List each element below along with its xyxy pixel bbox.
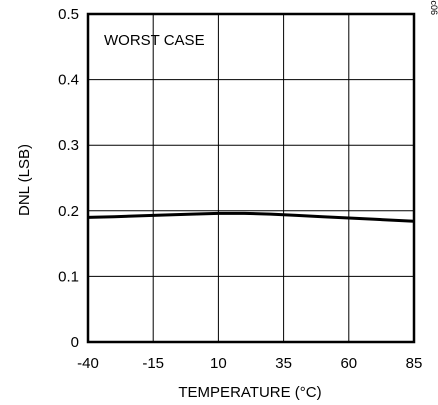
dnl-series-line [87, 211, 415, 223]
x-tick-labels: -40 -15 10 35 60 85 [77, 355, 422, 372]
x-tick-label: 60 [340, 355, 357, 372]
y-tick-label: 0.1 [58, 268, 79, 285]
x-axis-title: TEMPERATURE (°C) [178, 384, 321, 401]
x-tick-label: 85 [406, 355, 423, 372]
x-tick-label: -15 [142, 355, 164, 372]
worst-case-annotation: WORST CASE [104, 32, 205, 49]
series-layer [87, 211, 415, 223]
x-tick-label: 35 [275, 355, 292, 372]
y-tick-label: 0 [71, 334, 79, 351]
y-tick-label: 0.3 [58, 137, 79, 154]
x-tick-label: 10 [210, 355, 227, 372]
grid [88, 14, 414, 342]
y-tick-label: 0.5 [58, 6, 79, 23]
y-tick-label: 0.2 [58, 203, 79, 220]
y-axis-title: DNL (LSB) [16, 144, 33, 216]
y-tick-labels: 0 0.1 0.2 0.3 0.4 0.5 [58, 6, 79, 351]
y-tick-label: 0.4 [58, 72, 79, 89]
figure-id-label: MAX5322 toc06 [429, 0, 438, 15]
x-tick-label: -40 [77, 355, 99, 372]
plot-frame [86, 12, 416, 344]
